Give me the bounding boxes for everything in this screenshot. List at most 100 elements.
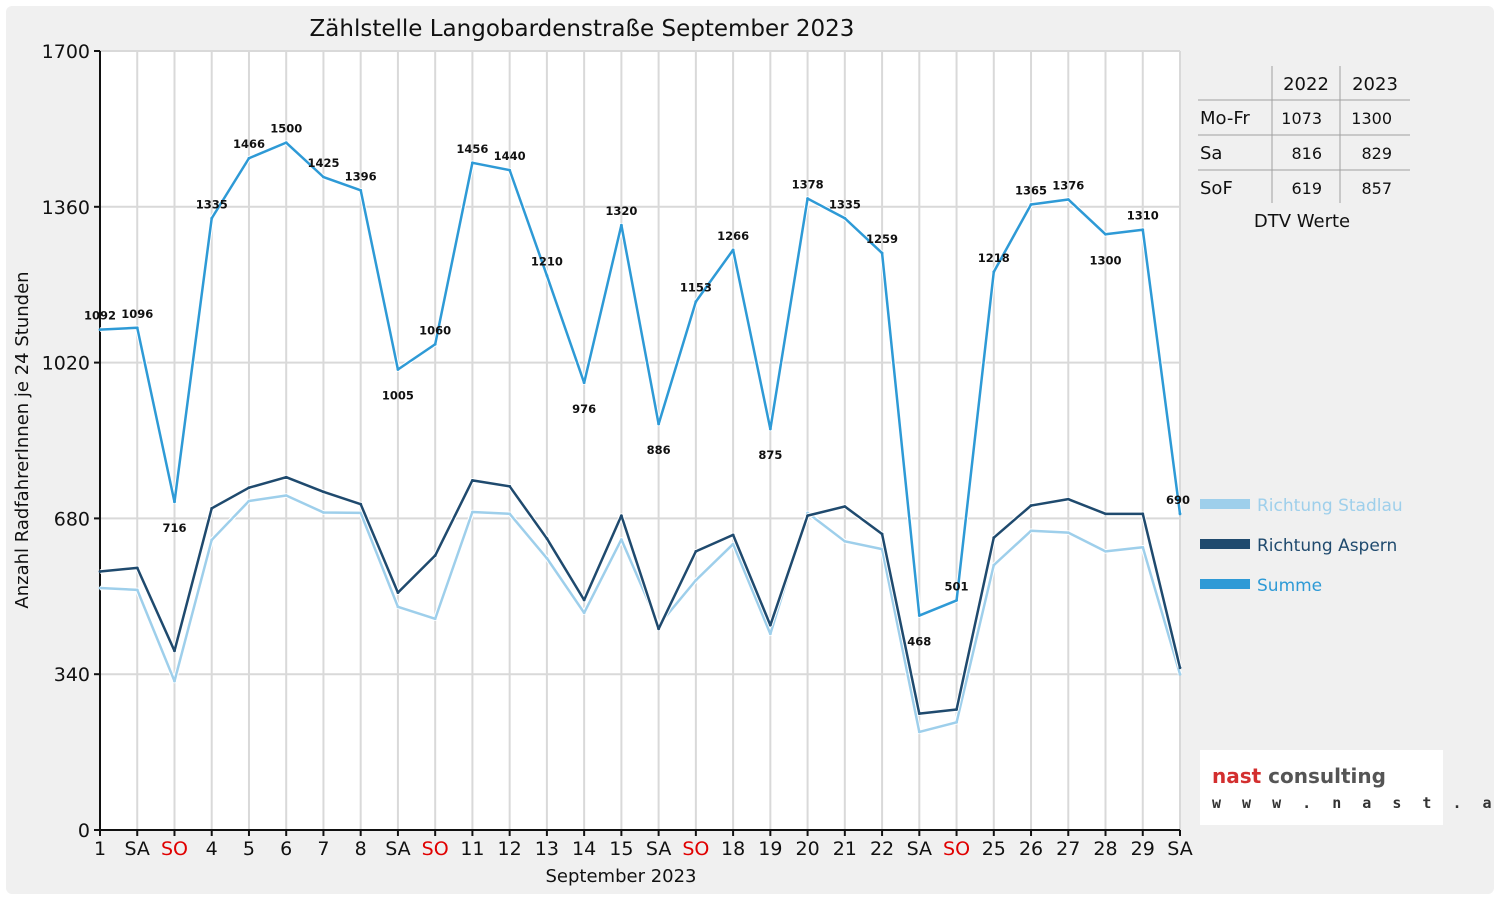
data-point xyxy=(98,570,102,573)
data-point xyxy=(210,216,214,220)
data-point xyxy=(880,532,884,536)
data-label: 1266 xyxy=(717,229,749,243)
legend-label: Summe xyxy=(1257,576,1322,596)
data-point xyxy=(917,712,921,716)
data-label: 1096 xyxy=(121,307,153,321)
x-tick-label: 25 xyxy=(982,838,1006,860)
dtv-row-label: Sa xyxy=(1200,143,1222,164)
x-tick-label: 13 xyxy=(535,838,559,860)
data-point xyxy=(657,422,661,426)
data-point xyxy=(582,611,586,615)
legend-swatch xyxy=(1200,579,1250,589)
data-point xyxy=(1029,529,1033,533)
data-label: 886 xyxy=(647,443,671,457)
data-point xyxy=(284,141,288,145)
x-tick-label: 4 xyxy=(206,838,218,860)
data-point xyxy=(508,512,512,516)
data-label: 1092 xyxy=(84,309,116,323)
data-point xyxy=(135,326,139,330)
data-label: 1259 xyxy=(866,232,898,246)
data-point xyxy=(768,623,772,627)
data-point xyxy=(1141,228,1145,232)
x-tick-label: SO xyxy=(943,838,970,860)
dtv-cell: 1073 xyxy=(1281,109,1322,128)
data-label: 1218 xyxy=(978,251,1010,265)
axes xyxy=(99,51,1180,831)
data-point xyxy=(992,563,996,567)
data-point xyxy=(135,588,139,592)
x-tick-label: 7 xyxy=(317,838,329,860)
series-line-richtung-stadlau xyxy=(99,494,1182,734)
data-point xyxy=(284,494,288,497)
x-tick-label: 12 xyxy=(498,838,522,860)
data-point xyxy=(1104,232,1107,236)
data-point xyxy=(694,300,698,304)
x-tick-label: 28 xyxy=(1093,838,1117,860)
data-point xyxy=(433,617,437,621)
y-tick-label: 340 xyxy=(54,664,90,686)
dtv-cell: 619 xyxy=(1291,179,1322,198)
series-line-richtung-aspern xyxy=(99,475,1182,715)
logo-name: nast consulting xyxy=(1212,764,1386,788)
dtv-cell: 829 xyxy=(1361,144,1392,163)
data-point xyxy=(1029,203,1033,206)
data-point xyxy=(1104,549,1107,553)
data-label: 1440 xyxy=(494,149,526,163)
x-tick-label: 20 xyxy=(795,838,819,860)
data-point xyxy=(396,368,400,371)
dtv-row-label: SoF xyxy=(1200,178,1233,199)
data-point xyxy=(917,730,921,734)
data-point xyxy=(694,578,698,582)
data-point xyxy=(731,533,735,537)
data-point xyxy=(955,708,958,711)
x-tick-label: 8 xyxy=(355,838,367,860)
logo-url: w w w . n a s t . a t xyxy=(1212,794,1500,812)
data-point xyxy=(247,486,251,490)
x-tick-label: 29 xyxy=(1131,838,1155,860)
y-tick-label: 680 xyxy=(54,508,90,530)
x-tick-label: 22 xyxy=(870,838,894,860)
data-label: 1365 xyxy=(1015,184,1047,198)
data-label: 1396 xyxy=(345,169,377,183)
x-tick-label: SA xyxy=(1167,838,1192,860)
data-point xyxy=(508,168,512,172)
data-point xyxy=(768,632,772,636)
data-point xyxy=(173,679,176,683)
data-point xyxy=(619,223,623,227)
data-point xyxy=(322,175,325,179)
grid-lines xyxy=(99,50,1181,831)
plot-area xyxy=(100,51,1180,830)
x-tick-label: SA xyxy=(385,838,410,860)
series-lines xyxy=(98,140,1183,735)
data-label: 1378 xyxy=(792,178,824,192)
data-label: 976 xyxy=(572,402,596,416)
legend-label: Richtung Aspern xyxy=(1257,536,1397,556)
data-labels: 1092 1096 716 1335 1466 1500 1425 1396 1005 1060 1… xyxy=(84,122,1190,649)
data-point xyxy=(396,605,400,609)
data-point xyxy=(284,475,288,479)
data-label: 1310 xyxy=(1127,209,1159,223)
data-point xyxy=(135,566,139,570)
data-point xyxy=(173,500,176,504)
data-point xyxy=(545,537,549,540)
legend-label: Richtung Stadlau xyxy=(1257,496,1403,516)
data-point xyxy=(210,506,214,510)
data-point xyxy=(471,161,474,165)
y-tick-label: 0 xyxy=(78,820,90,842)
data-point xyxy=(582,381,586,385)
data-point xyxy=(1104,512,1107,516)
y-tick-label: 1360 xyxy=(42,197,90,219)
data-point xyxy=(98,328,102,332)
data-label: 1320 xyxy=(605,204,637,218)
data-point xyxy=(471,510,474,514)
data-point xyxy=(1029,504,1033,507)
x-tick-label: 15 xyxy=(609,838,633,860)
x-tick-label: 6 xyxy=(280,838,292,860)
dtv-caption: DTV Werte xyxy=(1254,211,1350,232)
dtv-cell: 1300 xyxy=(1351,109,1392,128)
data-point xyxy=(843,539,847,543)
data-point xyxy=(210,538,214,542)
data-label: 1466 xyxy=(233,137,265,151)
data-point xyxy=(619,514,623,518)
